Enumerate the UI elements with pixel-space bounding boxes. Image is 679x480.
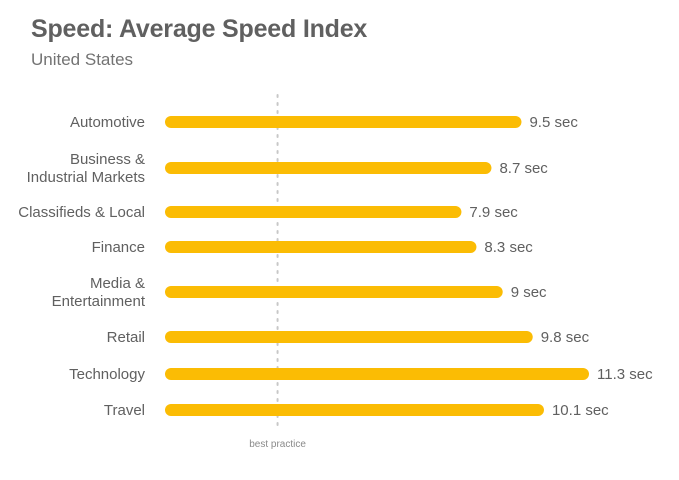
category-label-4: Media & Entertainment — [52, 275, 146, 310]
chart-subtitle: United States — [31, 50, 134, 69]
category-label-6: Technology — [69, 366, 145, 383]
best-practice-label: best practice — [249, 439, 306, 450]
value-label-7: 10.1 sec — [552, 402, 609, 419]
value-label-5: 9.8 sec — [541, 329, 590, 346]
bar-5 — [165, 331, 533, 343]
value-label-0: 9.5 sec — [529, 114, 578, 131]
category-label-3: Finance — [92, 239, 145, 256]
bar-7 — [165, 404, 544, 416]
bar-0 — [165, 116, 522, 128]
category-label-1: Business & Industrial Markets — [27, 151, 145, 186]
category-label-7: Travel — [104, 402, 145, 419]
category-label-2: Classifieds & Local — [18, 204, 145, 221]
bar-1 — [165, 162, 492, 174]
value-label-6: 11.3 sec — [597, 366, 653, 383]
category-label-0: Automotive — [70, 114, 145, 131]
bar-3 — [165, 241, 477, 253]
chart-title: Speed: Average Speed Index — [31, 15, 368, 43]
bar-6 — [165, 368, 589, 380]
bar-2 — [165, 206, 462, 218]
category-label-5: Retail — [107, 329, 145, 346]
value-label-1: 8.7 sec — [499, 160, 548, 177]
value-label-4: 9 sec — [511, 284, 547, 301]
bar-4 — [165, 286, 503, 298]
value-label-3: 8.3 sec — [484, 239, 533, 256]
value-label-2: 7.9 sec — [469, 204, 518, 221]
